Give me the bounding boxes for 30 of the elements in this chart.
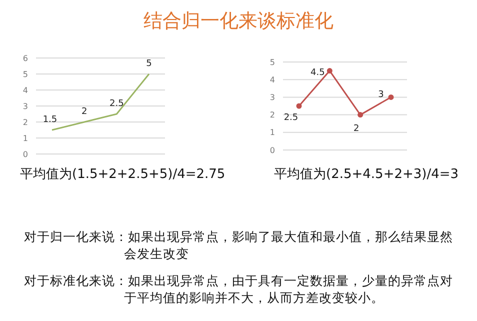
point [296,103,302,109]
data-label: 2.5 [110,99,124,109]
data-label: 2.5 [284,113,298,123]
point [358,112,364,118]
data-label: 3 [378,90,384,100]
data-label: 1.5 [42,115,58,125]
data-label: 5 [146,59,152,69]
y-tick-label: 1 [270,128,275,138]
y-tick-label: 4 [22,86,28,95]
y-tick-label: 3 [270,93,275,102]
y-tick-label: 6 [22,54,28,63]
data-label: 2 [81,107,88,117]
y-tick-label: 4 [270,75,275,84]
y-tick-label: 5 [22,70,28,79]
text: 结合归一化来谈标准化 [142,9,334,34]
text: 平均值为(1.5+2+2.5+5)/4=2.75 [20,166,226,183]
text: 对于标准化来说：如果出现异常点，由于具有一定数据量，少量的异常点对于平均值的影响并不大，从而方差改变较小。 [24,272,454,306]
y-tick-label: 1 [22,134,28,143]
text: 对于归一化来说：如果出现异常点，影响了最大值和最小值，那么结果显然会发生改变 [24,228,454,262]
text: 平均值为(2.5+4.5+2+3)/4=3 [274,166,459,183]
data-label: 4.5 [310,68,325,78]
y-tick-label: 5 [270,58,275,67]
point [388,94,394,100]
point [326,68,332,74]
y-tick-label: 3 [22,102,28,111]
data-label: 2 [353,124,360,134]
y-tick-label: 2 [270,110,275,120]
y-tick-label: 0 [270,146,275,155]
y-tick-label: 2 [22,118,28,127]
y-tick-label: 0 [22,150,28,159]
